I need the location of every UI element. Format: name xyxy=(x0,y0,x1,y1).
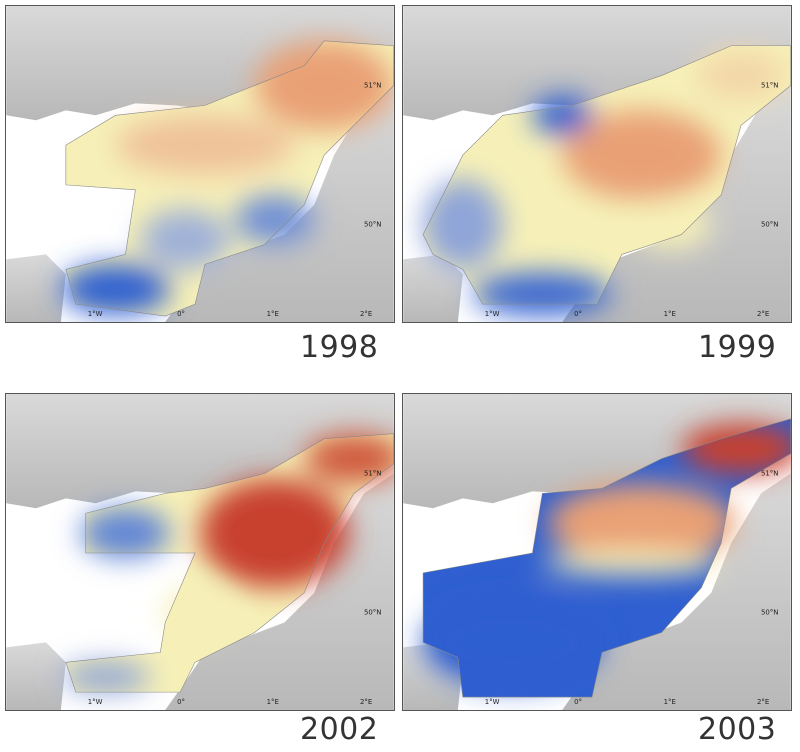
year-label-1999: 1999 xyxy=(698,330,777,365)
south-coast-land xyxy=(165,473,394,710)
southwest-land xyxy=(403,254,463,322)
lon-0-label: 0° xyxy=(574,310,582,318)
map-1998: 51°N 50°N 1°W 0° 1°E 2°E xyxy=(6,6,394,322)
lon-1w-label: 1°W xyxy=(485,698,500,706)
lon-1e-label: 1°E xyxy=(664,310,676,318)
lon-1e-label: 1°E xyxy=(267,310,279,318)
year-label-2002: 2002 xyxy=(300,712,379,747)
lon-0-label: 0° xyxy=(574,698,582,706)
map-panel-2003: 51°N 50°N 1°W 0° 1°E 2°E xyxy=(402,393,792,711)
south-coast-land xyxy=(165,85,394,322)
lat-51-label: 51°N xyxy=(761,81,779,89)
lon-1e-label: 1°E xyxy=(664,698,676,706)
lon-1w-label: 1°W xyxy=(485,310,500,318)
map-2003: 51°N 50°N 1°W 0° 1°E 2°E xyxy=(403,394,791,710)
southwest-land xyxy=(6,254,66,322)
lat-51-label: 51°N xyxy=(364,469,382,477)
lon-0-label: 0° xyxy=(177,310,185,318)
south-coast-land xyxy=(562,85,791,322)
lon-1w-label: 1°W xyxy=(88,698,103,706)
south-coast-land xyxy=(562,473,791,710)
lat-50-label: 50°N xyxy=(364,609,382,617)
sst-field-2002 xyxy=(60,433,394,693)
lon-0-label: 0° xyxy=(177,698,185,706)
lat-50-label: 50°N xyxy=(364,221,382,229)
sst-field-1998 xyxy=(60,40,394,317)
lon-1w-label: 1°W xyxy=(88,310,103,318)
southwest-land xyxy=(6,642,66,710)
sst-field-1999 xyxy=(422,45,791,317)
lon-2e-label: 2°E xyxy=(757,310,769,318)
map-panel-2002: 51°N 50°N 1°W 0° 1°E 2°E xyxy=(5,393,395,711)
lat-50-label: 50°N xyxy=(761,221,779,229)
map-panel-1999: 51°N 50°N 1°W 0° 1°E 2°E xyxy=(402,5,792,323)
lat-51-label: 51°N xyxy=(761,469,779,477)
lon-2e-label: 2°E xyxy=(757,698,769,706)
lon-1e-label: 1°E xyxy=(267,698,279,706)
lon-2e-label: 2°E xyxy=(360,310,372,318)
lat-50-label: 50°N xyxy=(761,609,779,617)
map-panel-1998: 51°N 50°N 1°W 0° 1°E 2°E xyxy=(5,5,395,323)
map-1999: 51°N 50°N 1°W 0° 1°E 2°E xyxy=(403,6,791,322)
lon-2e-label: 2°E xyxy=(360,698,372,706)
sst-field-2003 xyxy=(422,418,791,698)
year-label-1998: 1998 xyxy=(300,330,379,365)
lat-51-label: 51°N xyxy=(364,81,382,89)
map-2002: 51°N 50°N 1°W 0° 1°E 2°E xyxy=(6,394,394,710)
year-label-2003: 2003 xyxy=(698,712,777,747)
